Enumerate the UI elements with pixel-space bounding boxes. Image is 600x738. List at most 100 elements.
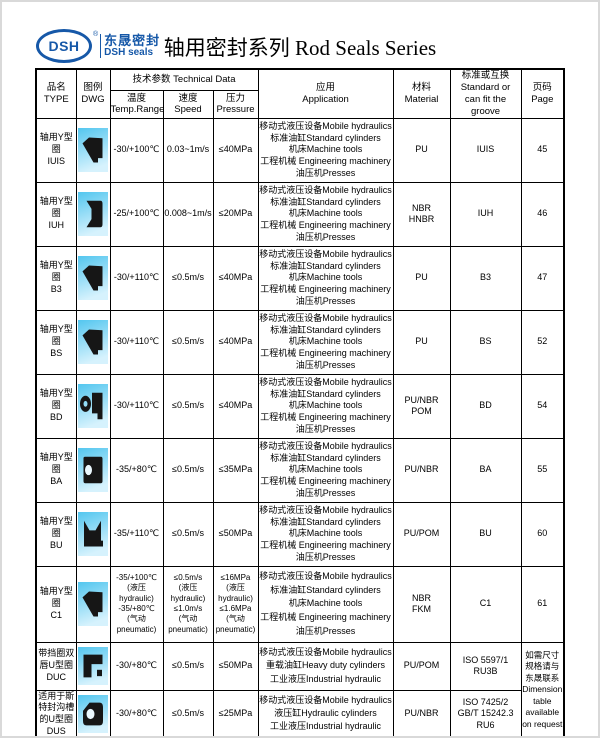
type-name-cn: 轴用Y型圈: [39, 196, 73, 219]
cell-line: ≤0.5m/s: [173, 572, 203, 582]
temp-cell: -35/+100℃ (液压 hydraulic) -35/+80℃ (气动 pneumat…: [109, 565, 164, 643]
col-header-standard: 标准或互换 Standard or can fit the groove: [449, 68, 522, 119]
type-name-cn: 轴用Y型圈: [39, 132, 73, 155]
type-cell: 轴用Y型圈 BS: [35, 309, 77, 375]
cell-line: 移动式液压设备Mobile hydraulics: [259, 570, 392, 581]
cell-line: RU6: [476, 719, 495, 730]
seal-profile-image: [78, 320, 108, 364]
cell-line: IUIS: [476, 144, 495, 155]
cell-line: 重载油缸Heavy duty cylinders: [266, 660, 386, 671]
cell-line: 移动式液压设备Mobile hydraulics: [259, 248, 392, 259]
cell-line: 工程机械 Engineering machinery: [260, 540, 391, 551]
material-cell: PU: [392, 309, 451, 375]
cell-line: -30/+110℃: [113, 272, 160, 283]
material-cell: PU/POM: [392, 501, 451, 567]
speed-cell: 0.008~1m/s: [162, 181, 214, 247]
cell-line: 机床Machine tools: [288, 336, 363, 347]
page-cell: 45: [520, 117, 565, 183]
application-cell: 移动式液压设备Mobile hydraulics 标准油缸Standard cyl…: [257, 437, 394, 503]
seal-profile-image: [78, 512, 108, 556]
dwg-cell: [75, 565, 111, 643]
cell-line: hydraulic): [170, 593, 206, 603]
cell-line: 0.03~1m/s: [166, 144, 210, 155]
cell-line: 油压机Presses: [295, 424, 356, 435]
type-code: B3: [50, 283, 62, 294]
standard-cell: ISO 7425/2 GB/T 15242.3 RU6: [449, 689, 522, 736]
type-name-cn: 轴用Y型圈: [39, 586, 73, 609]
page-number: 45: [537, 144, 548, 155]
cell-line: 移动式液压设备Mobile hydraulics: [259, 120, 392, 131]
standard-cell: BA: [449, 437, 522, 503]
page-cell: 46: [520, 181, 565, 247]
type-code: BA: [50, 475, 63, 486]
cell-line: ≤50MPa: [218, 528, 253, 539]
cell-line: BD: [479, 400, 492, 411]
cell-line: NBR: [412, 592, 432, 603]
page-title: 轴用密封系列 Rod Seals Series: [163, 36, 437, 60]
page-number: 46: [537, 208, 548, 219]
cell-line: 机床Machine tools: [288, 528, 363, 539]
table-row: 适用于斯特封沟槽的U型圈 DUS -30/+80℃ ≤0.5m/s ≤25MPa 移动式液…: [35, 689, 564, 736]
seal-profile-image: [78, 694, 108, 733]
cell-line: 工业液压Industrial hydraulic: [270, 674, 382, 685]
cell-line: -30/+110℃: [113, 400, 160, 411]
dwg-cell: [75, 245, 111, 311]
cell-line: PU: [415, 144, 428, 155]
pressure-cell: ≤25MPa: [212, 689, 259, 736]
seal-profile-image: [78, 128, 108, 172]
dsh-logo-chinese: 东晟密封: [104, 32, 161, 48]
speed-cell: ≤0.5m/s: [162, 689, 214, 736]
cell-line: (液压: [178, 583, 198, 593]
seal-profile-image: [78, 582, 108, 626]
cell-line: GB/T 15242.3: [457, 708, 514, 719]
cell-line: -30/+100℃: [113, 144, 160, 155]
temp-cell: -30/+110℃: [109, 309, 164, 375]
type-name-cn: 轴用Y型圈: [39, 452, 73, 475]
cell-line: B3: [480, 272, 492, 283]
dwg-cell: [75, 641, 111, 691]
cell-line: -25/+100℃: [113, 208, 160, 219]
application-cell: 移动式液压设备Mobile hydraulics 标准油缸Standard cyl…: [257, 501, 394, 567]
cell-line: 机床Machine tools: [288, 144, 363, 155]
cell-line: (气动: [226, 614, 245, 624]
standard-cell: IUIS: [449, 117, 522, 183]
page-cell: 61: [520, 565, 565, 643]
cell-line: ≤1.0m/s: [173, 604, 203, 613]
dwg-cell: [75, 117, 111, 183]
cell-line: 工程机械 Engineering machinery: [260, 220, 391, 231]
dwg-cell: [75, 373, 111, 439]
cell-line: HNBR: [408, 214, 435, 224]
type-cell: 适用于斯特封沟槽的U型圈 DUS: [35, 689, 77, 736]
standard-cell: BD: [449, 373, 522, 439]
cell-line: RU3B: [473, 666, 498, 676]
cell-line: PU/POM: [403, 660, 440, 671]
cell-line: ≤0.5m/s: [172, 464, 204, 475]
dsh-logo-oval: DSH: [36, 29, 92, 63]
cell-line: 标准油缸Standard cylinders: [270, 260, 381, 271]
speed-cell: ≤0.5m/s: [162, 373, 214, 439]
cell-line: ≤0.5m/s: [172, 660, 204, 671]
table-row: 轴用Y型圈 B3 -30/+110℃ ≤0.5m/s ≤40MPa 移动式液压设备Mobi…: [35, 245, 565, 311]
cell-line: 移动式液压设备Mobile hydraulics: [259, 184, 392, 195]
material-cell: NBR HNBR: [392, 181, 451, 247]
table-row: 带挡圈双唇U型圈 DUC -30/+80℃ ≤0.5m/s ≤50MPa 移动式液压设备M…: [35, 641, 565, 736]
pressure-cell: ≤40MPa: [212, 117, 259, 183]
cell-line: (气动: [127, 614, 146, 624]
cell-line: PU/NBR: [404, 394, 439, 405]
temp-cell: -30/+80℃: [109, 641, 164, 691]
cell-line: ≤0.5m/s: [172, 400, 204, 411]
cell-line: 油压机Presses: [295, 296, 356, 307]
type-name-cn: 轴用Y型圈: [39, 388, 73, 411]
cell-line: 工程机械 Engineering machinery: [260, 156, 391, 167]
standard-cell: BU: [449, 501, 522, 567]
cell-line: ≤35MPa: [218, 464, 253, 475]
material-cell: PU/NBR POM: [392, 373, 451, 439]
cell-line: hydraulic): [119, 593, 154, 603]
type-code: IUIS: [47, 155, 65, 166]
material-cell: PU/NBR: [392, 437, 451, 503]
cell-line: 油压机Presses: [295, 168, 356, 179]
cell-line: PU/NBR: [404, 708, 439, 719]
table-row: 轴用Y型圈 BS -30/+110℃ ≤0.5m/s ≤40MPa 移动式液压设备Mobi…: [35, 309, 565, 375]
temp-cell: -30/+100℃: [109, 117, 164, 183]
